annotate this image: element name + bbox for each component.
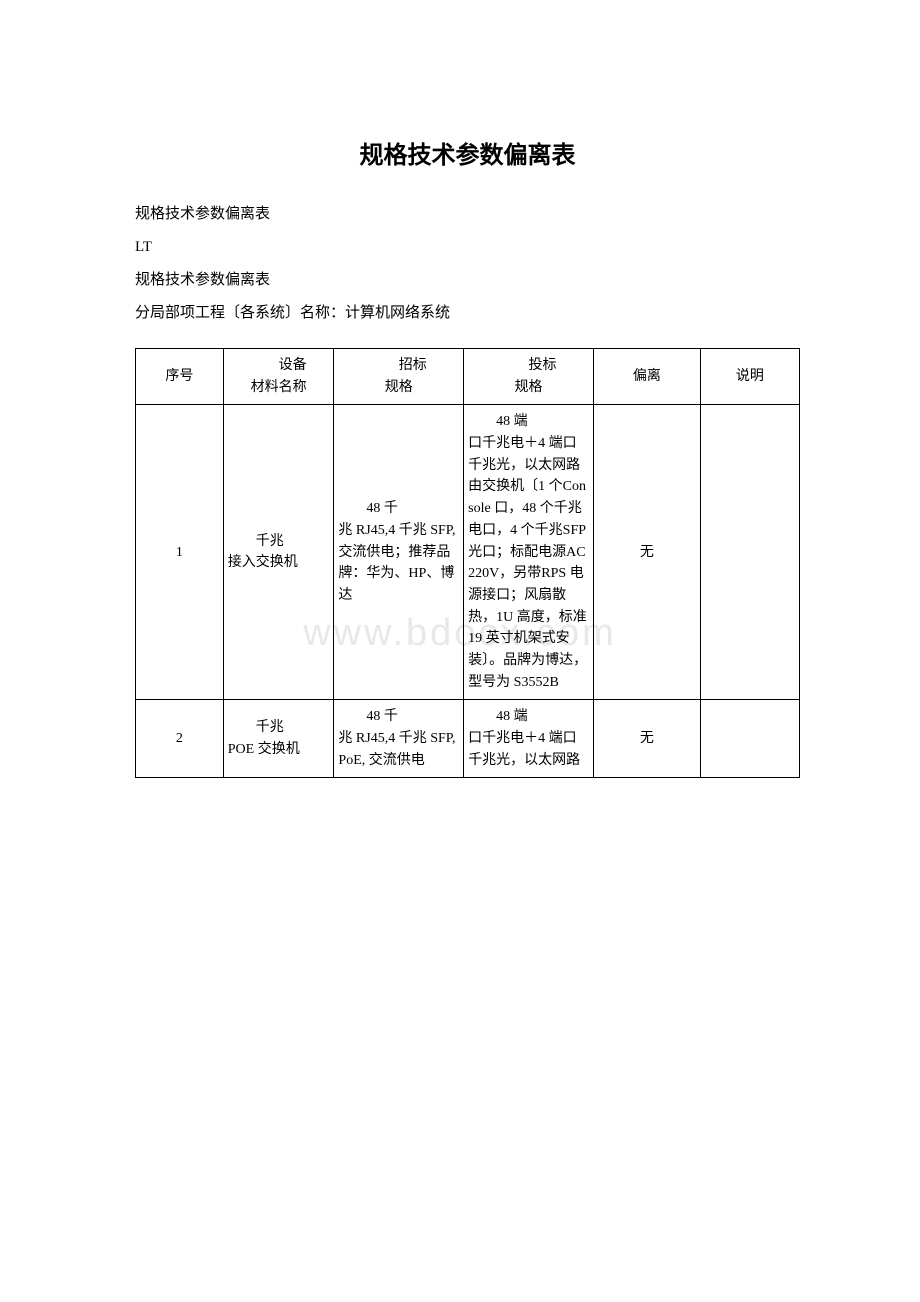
cell-bid: 48 端口千兆电＋4 端口千兆光，以太网路由交换机〔1 个Console 口，4… bbox=[464, 405, 594, 700]
cell-seq: 1 bbox=[136, 405, 224, 700]
deviation-table: 序号 设备 材料名称 招标 规格 投标 规格 偏离 说明 1 bbox=[135, 348, 800, 778]
preamble-line: 规格技术参数偏离表 bbox=[135, 198, 800, 231]
table-row: 2 千兆 POE 交换机 48 千兆 RJ45,4 千兆 SFP,PoE, 交流供… bbox=[136, 700, 800, 778]
cell-tender: 48 千兆 RJ45,4 千兆 SFP,PoE, 交流供电 bbox=[334, 700, 464, 778]
preamble-line: 分局部项工程〔各系统〕名称：计算机网络系统 bbox=[135, 297, 800, 330]
table-header-row: 序号 设备 材料名称 招标 规格 投标 规格 偏离 说明 bbox=[136, 349, 800, 405]
header-deviation: 偏离 bbox=[593, 349, 700, 405]
header-tender-line2: 规格 bbox=[385, 380, 413, 395]
header-name: 设备 材料名称 bbox=[223, 349, 334, 405]
preamble-line: LT bbox=[135, 231, 800, 264]
header-name-line1: 设备 bbox=[228, 355, 330, 377]
cell-name-rest: 接入交换机 bbox=[228, 555, 298, 570]
cell-tender-first: 48 千 bbox=[338, 498, 459, 520]
cell-seq: 2 bbox=[136, 700, 224, 778]
header-name-line2: 材料名称 bbox=[251, 380, 307, 395]
page-container: 规格技术参数偏离表 规格技术参数偏离表 LT 规格技术参数偏离表 分局部项工程〔… bbox=[0, 0, 920, 778]
cell-note bbox=[700, 405, 799, 700]
page-title: 规格技术参数偏离表 bbox=[135, 135, 800, 170]
cell-note bbox=[700, 700, 799, 778]
cell-bid: 48 端口千兆电＋4 端口千兆光，以太网路 bbox=[464, 700, 594, 778]
cell-name: 千兆 POE 交换机 bbox=[223, 700, 334, 778]
cell-tender-rest: 兆 RJ45,4 千兆 SFP, 交流供电；推荐品牌：华为、HP、博达 bbox=[338, 523, 455, 603]
cell-tender: 48 千兆 RJ45,4 千兆 SFP, 交流供电；推荐品牌：华为、HP、博达 bbox=[334, 405, 464, 700]
header-tender: 招标 规格 bbox=[334, 349, 464, 405]
preamble-line: 规格技术参数偏离表 bbox=[135, 264, 800, 297]
cell-bid-first: 48 端 bbox=[468, 411, 589, 433]
cell-name-first: 千兆 bbox=[228, 717, 330, 739]
header-tender-line1: 招标 bbox=[338, 355, 459, 377]
cell-deviation: 无 bbox=[593, 700, 700, 778]
header-bid: 投标 规格 bbox=[464, 349, 594, 405]
header-bid-line1: 投标 bbox=[468, 355, 589, 377]
cell-name-rest: POE 交换机 bbox=[228, 742, 300, 757]
header-bid-line2: 规格 bbox=[515, 380, 543, 395]
header-note: 说明 bbox=[700, 349, 799, 405]
cell-bid-first: 48 端 bbox=[468, 706, 589, 728]
cell-deviation: 无 bbox=[593, 405, 700, 700]
table-row: 1 千兆接入交换机 48 千兆 RJ45,4 千兆 SFP, 交流供电；推荐品牌… bbox=[136, 405, 800, 700]
cell-tender-rest: 兆 RJ45,4 千兆 SFP,PoE, 交流供电 bbox=[338, 731, 455, 768]
cell-bid-rest: 口千兆电＋4 端口千兆光，以太网路 bbox=[468, 731, 580, 768]
cell-name-first: 千兆 bbox=[228, 531, 330, 553]
cell-name: 千兆接入交换机 bbox=[223, 405, 334, 700]
cell-bid-rest: 口千兆电＋4 端口千兆光，以太网路由交换机〔1 个Console 口，48 个千… bbox=[468, 436, 587, 690]
preamble-block: 规格技术参数偏离表 LT 规格技术参数偏离表 分局部项工程〔各系统〕名称：计算机… bbox=[135, 198, 800, 330]
header-seq: 序号 bbox=[136, 349, 224, 405]
cell-tender-first: 48 千 bbox=[338, 706, 459, 728]
